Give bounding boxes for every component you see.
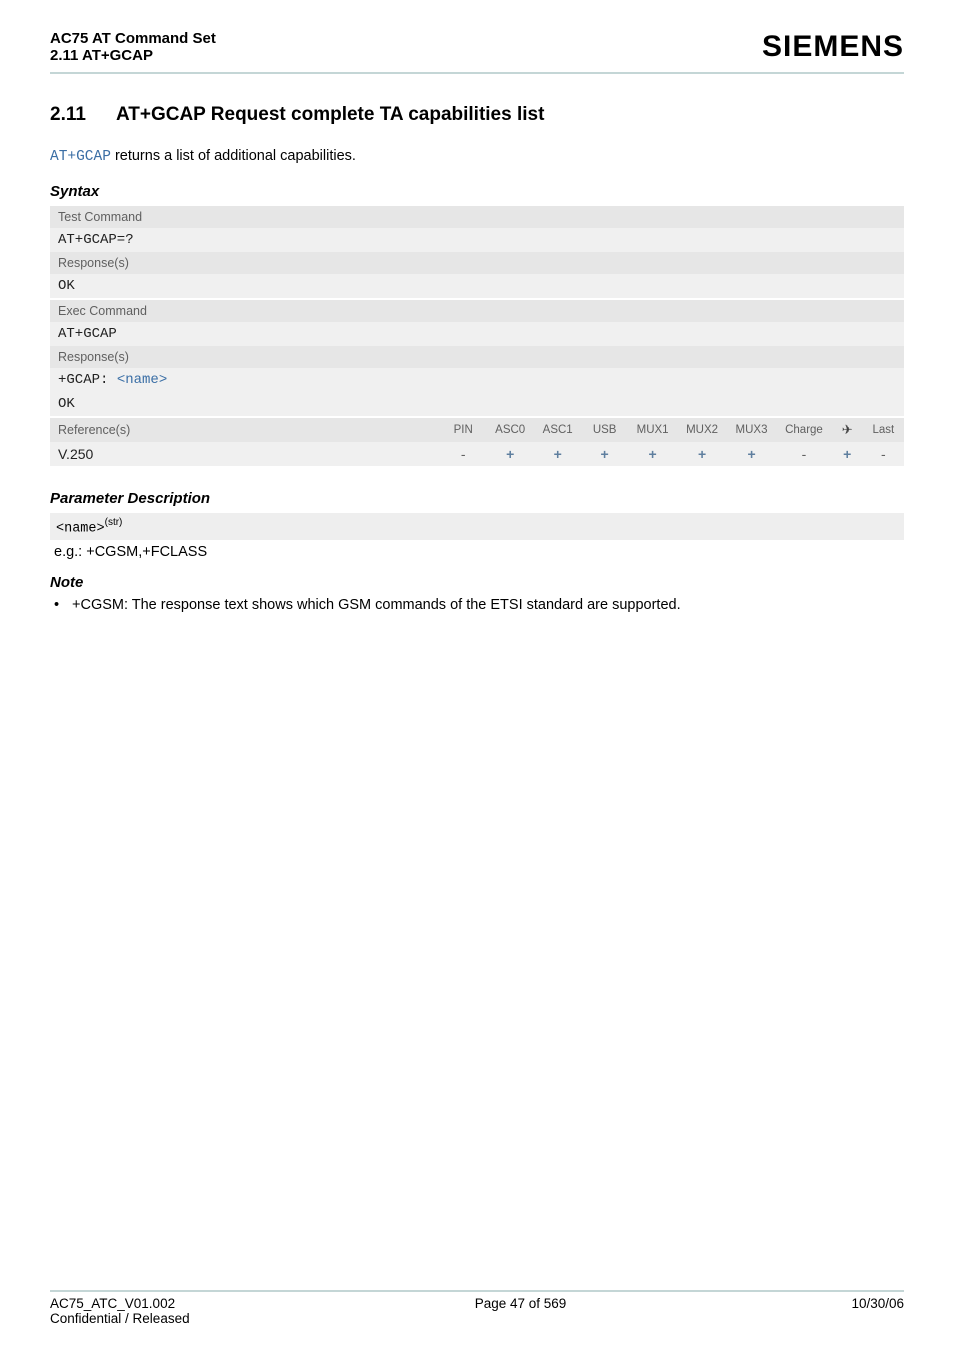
- page-header: AC75 AT Command Set 2.11 AT+GCAP SIEMENS: [50, 30, 904, 64]
- note-item-text: +CGSM: The response text shows which GSM…: [72, 597, 681, 613]
- cap-header-arrow: ✈: [832, 417, 863, 442]
- footer-classification: Confidential / Released: [50, 1311, 190, 1326]
- exec-response-label-row: Response(s): [50, 346, 904, 368]
- cap-header-pin: PIN: [440, 417, 486, 442]
- cap-header-usb: USB: [581, 417, 627, 442]
- brand-logo: SIEMENS: [762, 30, 904, 64]
- parameter-name: <name>: [56, 521, 105, 536]
- cap-val-3: +: [581, 442, 627, 466]
- cap-val-5: +: [677, 442, 726, 466]
- cap-header-asc1: ASC1: [534, 417, 582, 442]
- section-title: AT+GCAP Request complete TA capabilities…: [116, 104, 544, 125]
- header-left: AC75 AT Command Set 2.11 AT+GCAP: [50, 30, 216, 64]
- airplane-icon: ✈: [842, 422, 853, 438]
- exec-response-row-2: OK: [50, 392, 904, 417]
- section-number: 2.11: [50, 104, 86, 126]
- parameter-type: (str): [105, 517, 123, 528]
- doc-subtitle: 2.11 AT+GCAP: [50, 47, 216, 64]
- doc-title: AC75 AT Command Set: [50, 30, 216, 47]
- reference-header-row: Reference(s) PIN ASC0 ASC1 USB MUX1 MUX2…: [50, 417, 904, 442]
- cap-header-charge: Charge: [776, 417, 831, 442]
- test-response-label: Response(s): [50, 252, 904, 274]
- intro-paragraph: AT+GCAP returns a list of additional cap…: [50, 148, 904, 165]
- intro-command-link[interactable]: AT+GCAP: [50, 149, 111, 165]
- header-divider: [50, 72, 904, 74]
- syntax-table: Test Command AT+GCAP=? Response(s) OK Ex…: [50, 206, 904, 466]
- section-heading: 2.11 AT+GCAP Request complete TA capabili…: [50, 104, 904, 126]
- note-list: +CGSM: The response text shows which GSM…: [50, 597, 904, 613]
- exec-response-label: Response(s): [50, 346, 904, 368]
- exec-response-ok: OK: [50, 392, 904, 417]
- cap-val-9: -: [863, 442, 904, 466]
- page-footer: AC75_ATC_V01.002 Confidential / Released…: [50, 1290, 904, 1326]
- parameter-heading: Parameter Description: [50, 490, 904, 507]
- note-heading: Note: [50, 574, 904, 591]
- test-response-row: OK: [50, 274, 904, 299]
- cap-val-4: +: [628, 442, 677, 466]
- footer-divider: [50, 1290, 904, 1292]
- reference-value-row: V.250 - + + + + + + - + -: [50, 442, 904, 466]
- parameter-description: e.g.: +CGSM,+FCLASS: [50, 544, 904, 560]
- cap-val-1: +: [486, 442, 534, 466]
- syntax-heading: Syntax: [50, 183, 904, 200]
- cap-header-asc0: ASC0: [486, 417, 534, 442]
- cap-val-6: +: [727, 442, 776, 466]
- cap-header-last: Last: [863, 417, 904, 442]
- exec-command-label-row: Exec Command: [50, 299, 904, 322]
- footer-left: AC75_ATC_V01.002 Confidential / Released: [50, 1296, 190, 1326]
- cap-val-8: +: [832, 442, 863, 466]
- test-command-label-row: Test Command: [50, 206, 904, 228]
- test-command-label: Test Command: [50, 206, 904, 228]
- cap-header-mux3: MUX3: [727, 417, 776, 442]
- exec-response-param[interactable]: <name>: [117, 372, 167, 388]
- exec-command-row: AT+GCAP: [50, 322, 904, 346]
- exec-command-label: Exec Command: [50, 299, 904, 322]
- intro-rest: returns a list of additional capabilitie…: [111, 148, 356, 164]
- note-item: +CGSM: The response text shows which GSM…: [54, 597, 904, 613]
- test-command-row: AT+GCAP=?: [50, 228, 904, 252]
- test-response-label-row: Response(s): [50, 252, 904, 274]
- test-command-text: AT+GCAP=?: [50, 228, 904, 252]
- exec-response-prefix: +GCAP:: [58, 372, 117, 388]
- footer-doc-id: AC75_ATC_V01.002: [50, 1296, 190, 1311]
- exec-command-text: AT+GCAP: [50, 322, 904, 346]
- exec-response-text: +GCAP: <name>: [50, 368, 904, 392]
- exec-response-row-1: +GCAP: <name>: [50, 368, 904, 392]
- reference-label: Reference(s): [50, 417, 440, 442]
- cap-header-mux2: MUX2: [677, 417, 726, 442]
- reference-value: V.250: [50, 442, 440, 466]
- cap-val-7: -: [776, 442, 831, 466]
- test-response-ok: OK: [50, 274, 904, 299]
- footer-page-number: Page 47 of 569: [475, 1296, 567, 1326]
- footer-date: 10/30/06: [851, 1296, 904, 1326]
- parameter-box: <name>(str): [50, 513, 904, 540]
- footer-row: AC75_ATC_V01.002 Confidential / Released…: [50, 1296, 904, 1326]
- cap-val-2: +: [534, 442, 582, 466]
- cap-val-0: -: [440, 442, 486, 466]
- cap-header-mux1: MUX1: [628, 417, 677, 442]
